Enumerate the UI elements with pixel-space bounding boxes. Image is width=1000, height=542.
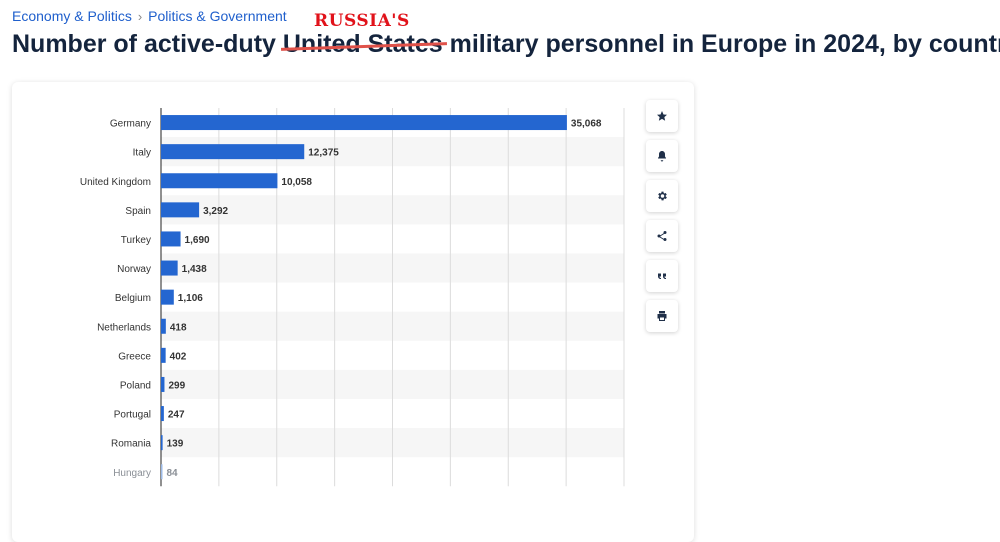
category-label: Hungary: [113, 468, 151, 479]
value-label: 247: [168, 410, 185, 421]
breadcrumb-economy-politics[interactable]: Economy & Politics: [12, 8, 132, 24]
quote-icon: [658, 273, 666, 279]
print-icon: [657, 311, 667, 321]
category-label: Greece: [118, 351, 151, 362]
gear-icon: [658, 191, 667, 201]
bar: [161, 406, 164, 422]
category-label: Turkey: [121, 235, 151, 246]
bar-chart: Germany 35,068 Italy 12,375 United Kingdom 10…: [80, 108, 625, 487]
page-title: Number of active-duty United States mili…: [12, 30, 1000, 59]
bar: [161, 289, 174, 305]
bar: [161, 260, 178, 276]
bar: [161, 173, 278, 189]
title-suffix: military personnel in Europe in 2024, by…: [442, 30, 1000, 58]
value-label: 1,690: [185, 235, 210, 246]
value-label: 299: [168, 380, 185, 391]
bar: [161, 202, 200, 218]
handwritten-correction: RUSSIA'S: [314, 11, 410, 31]
value-label: 418: [170, 322, 187, 333]
struck-text: United States: [280, 30, 447, 59]
category-label: Germany: [110, 119, 151, 130]
value-label: 35,068: [571, 119, 602, 130]
value-label: 3,292: [203, 206, 228, 217]
title-prefix: Number of active-duty: [12, 30, 283, 58]
value-label: 402: [170, 351, 187, 362]
chart-toolbar: [646, 100, 678, 334]
category-label: Belgium: [115, 293, 151, 304]
bar: [161, 376, 165, 392]
breadcrumb-politics-government[interactable]: Politics & Government: [148, 8, 287, 24]
bar: [161, 231, 181, 247]
side-panel: [694, 75, 1000, 534]
category-label: Italy: [133, 148, 151, 159]
value-label: 1,106: [178, 293, 203, 304]
print-button[interactable]: [646, 300, 678, 332]
notification-button[interactable]: [646, 140, 678, 172]
category-label: Norway: [117, 264, 151, 275]
value-label: 12,375: [308, 148, 339, 159]
value-label: 10,058: [281, 177, 312, 188]
cite-button[interactable]: [646, 260, 678, 292]
bar: [161, 435, 163, 451]
breadcrumb-separator: ›: [137, 8, 143, 24]
settings-button[interactable]: [646, 180, 678, 212]
category-label: Portugal: [114, 410, 151, 421]
value-label: 139: [167, 439, 184, 450]
value-label: 1,438: [182, 264, 207, 275]
bar: [161, 318, 166, 334]
category-label: United Kingdom: [80, 177, 151, 188]
bar: [161, 347, 166, 363]
category-label: Netherlands: [97, 322, 151, 333]
bar: [161, 144, 305, 160]
bar: [161, 464, 163, 480]
category-label: Poland: [120, 380, 151, 391]
star-icon: [657, 111, 667, 121]
chart-card: Germany 35,068 Italy 12,375 United Kingdom 10…: [12, 82, 694, 542]
category-label: Spain: [125, 206, 151, 217]
favorite-button[interactable]: [646, 100, 678, 132]
breadcrumb: Economy & Politics › Politics & Governme…: [12, 8, 287, 24]
share-icon: [657, 231, 667, 241]
share-button[interactable]: [646, 220, 678, 252]
bar: [161, 115, 567, 131]
value-label: 84: [167, 468, 179, 479]
category-label: Romania: [111, 439, 151, 450]
bell-icon: [658, 151, 666, 162]
